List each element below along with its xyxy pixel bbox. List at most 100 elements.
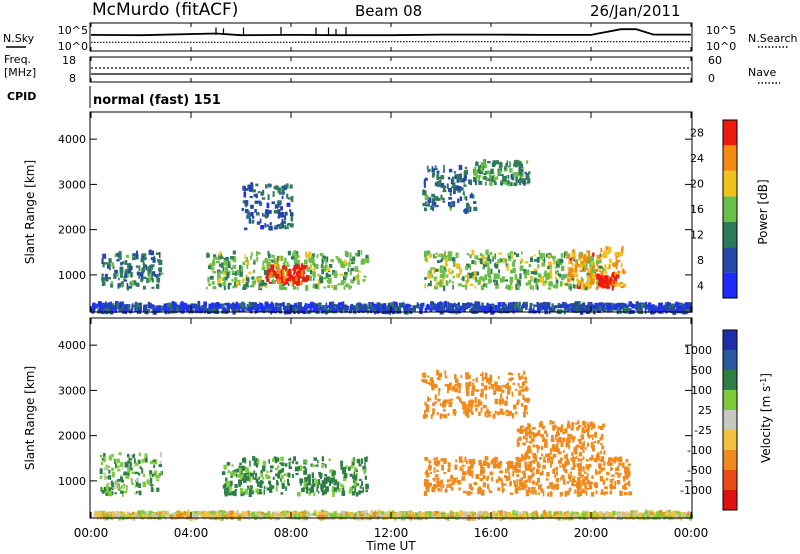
power-cell bbox=[286, 223, 289, 226]
power-cell bbox=[583, 286, 588, 291]
power-cell bbox=[230, 267, 233, 270]
power-cell bbox=[500, 173, 504, 176]
power-cell bbox=[618, 274, 621, 278]
velocity-cell bbox=[570, 427, 574, 431]
velocity-cell bbox=[348, 466, 351, 471]
velocity-cell bbox=[303, 470, 307, 475]
power-cell bbox=[292, 252, 295, 257]
power-cell bbox=[589, 256, 594, 262]
velocity-cell bbox=[524, 427, 528, 432]
velocity-cell bbox=[544, 439, 548, 444]
velocity-cell bbox=[582, 456, 585, 460]
power-cell bbox=[427, 273, 431, 279]
power-cell bbox=[366, 305, 370, 309]
noise-sky-label: N.Sky bbox=[3, 32, 35, 45]
velocity-cell bbox=[230, 481, 232, 485]
velocity-cell bbox=[323, 491, 328, 495]
power-cell bbox=[653, 305, 658, 310]
velocity-cell bbox=[99, 475, 103, 480]
power-cell bbox=[277, 200, 282, 204]
power-cell bbox=[116, 259, 120, 262]
power-cell bbox=[258, 276, 263, 279]
power-cell bbox=[142, 264, 146, 268]
velocity-cell bbox=[531, 486, 534, 490]
velocity-cell bbox=[613, 458, 617, 464]
velocity-cell bbox=[424, 471, 429, 475]
velocity-cell bbox=[471, 411, 474, 415]
velocity-cell bbox=[268, 476, 271, 479]
velocity-cell bbox=[531, 459, 535, 463]
power-cell bbox=[312, 271, 316, 277]
velocity-cell bbox=[431, 413, 434, 416]
power-cell bbox=[130, 266, 133, 271]
power-cell bbox=[633, 304, 636, 309]
power-cell bbox=[471, 305, 474, 308]
velocity-cell bbox=[364, 462, 366, 467]
power-cell bbox=[448, 201, 451, 207]
velocity-cell bbox=[137, 459, 141, 465]
power-cell bbox=[111, 262, 115, 267]
velocity-cell bbox=[612, 478, 615, 481]
velocity-cell bbox=[564, 454, 568, 459]
power-cell bbox=[515, 253, 520, 257]
power-cell bbox=[499, 161, 503, 168]
power-cell bbox=[549, 265, 553, 268]
power-cell bbox=[622, 306, 625, 313]
velocity-cell bbox=[135, 462, 139, 466]
velocity-cell bbox=[117, 487, 121, 490]
velocity-cell bbox=[240, 513, 244, 518]
power-cell bbox=[254, 209, 257, 213]
power-cell bbox=[470, 303, 475, 307]
power-cell bbox=[355, 268, 359, 272]
velocity-cell bbox=[493, 392, 496, 395]
power-cell bbox=[464, 170, 469, 175]
power-cell bbox=[333, 273, 338, 276]
power-cell bbox=[112, 266, 115, 269]
power-cell bbox=[266, 274, 269, 278]
power-cell bbox=[245, 259, 248, 262]
velocity-cell bbox=[350, 465, 353, 469]
power-cell bbox=[227, 284, 230, 290]
power-cell bbox=[312, 284, 315, 289]
power-cell bbox=[510, 309, 513, 313]
power-cell bbox=[542, 281, 546, 286]
velocity-cell bbox=[495, 479, 499, 483]
power-cell bbox=[465, 285, 467, 290]
power-cell bbox=[431, 166, 434, 172]
velocity-cell bbox=[262, 476, 265, 480]
power-cell bbox=[269, 183, 272, 188]
power-cell bbox=[489, 252, 493, 256]
power-cell bbox=[578, 257, 581, 261]
velocity-cell bbox=[454, 374, 457, 379]
velocity-cell bbox=[524, 397, 527, 402]
velocity-cell bbox=[122, 491, 124, 497]
velocity-cell bbox=[586, 465, 590, 470]
power-cell bbox=[507, 179, 510, 185]
velocity-cell bbox=[450, 398, 453, 402]
velocity-cell bbox=[479, 468, 484, 475]
velocity-cell bbox=[511, 461, 514, 467]
velocity-cell bbox=[611, 474, 615, 477]
power-cell bbox=[409, 308, 413, 314]
power-cell bbox=[511, 261, 515, 266]
power-cell bbox=[207, 308, 211, 312]
velocity-cell bbox=[538, 492, 541, 495]
velocity-cell bbox=[461, 476, 465, 481]
power-cell bbox=[281, 212, 285, 218]
power-cell bbox=[102, 262, 105, 268]
velocity-cell bbox=[467, 374, 471, 379]
velocity-cell bbox=[324, 514, 328, 519]
power-cell bbox=[151, 264, 155, 267]
velocity-cell bbox=[552, 468, 556, 474]
power-cell bbox=[258, 282, 263, 288]
velocity-cell bbox=[120, 511, 124, 517]
velocity-cell bbox=[424, 401, 427, 405]
power-colorbar-swatch bbox=[723, 272, 737, 298]
velocity-cell bbox=[430, 414, 433, 419]
power-cell bbox=[617, 260, 621, 263]
velocity-cell bbox=[483, 385, 488, 391]
velocity-cell bbox=[619, 490, 623, 496]
velocity-cell bbox=[227, 470, 231, 474]
power-cell bbox=[487, 161, 491, 164]
power-cell bbox=[509, 161, 511, 166]
